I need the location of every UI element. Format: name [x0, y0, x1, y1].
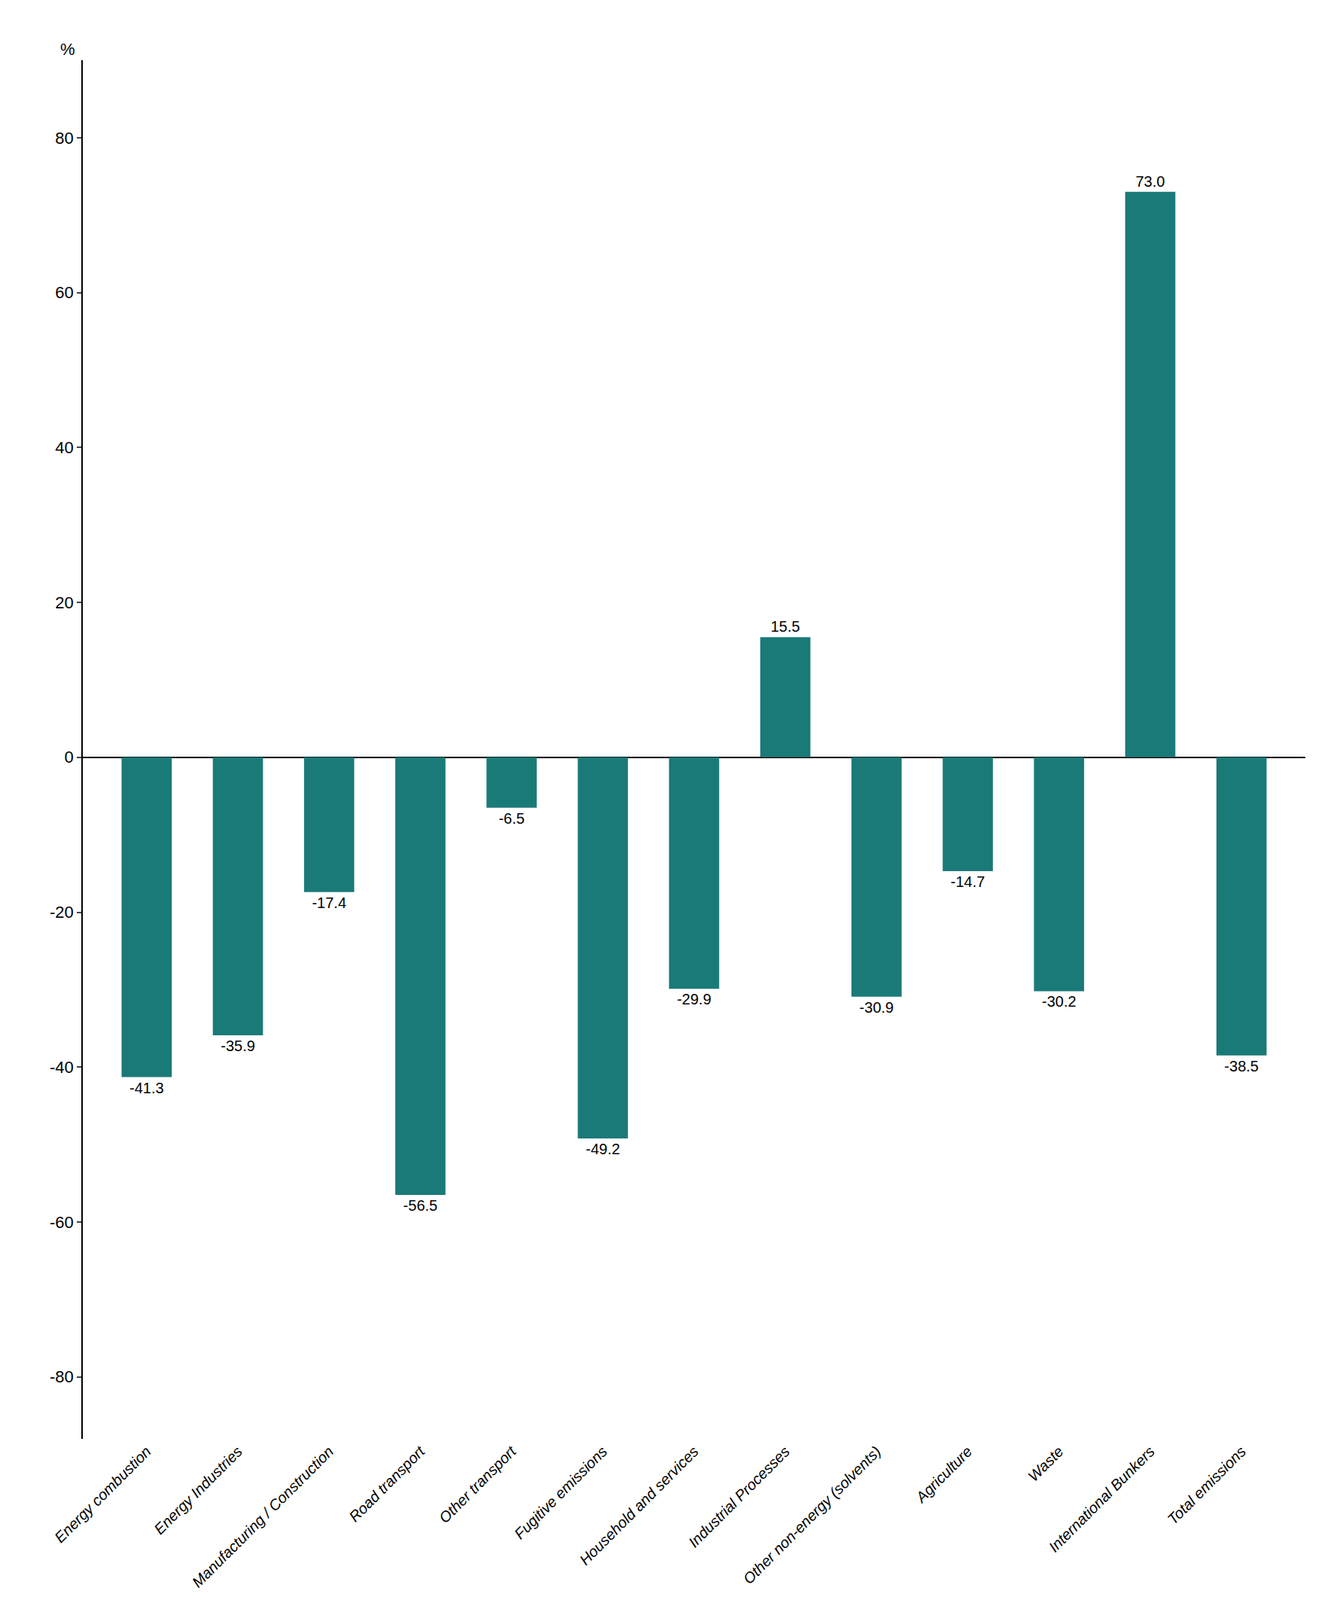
svg-text:-56.5: -56.5	[403, 1196, 439, 1214]
svg-text:%: %	[60, 39, 76, 59]
svg-text:40: 40	[54, 438, 74, 457]
svg-text:-60: -60	[49, 1212, 74, 1232]
svg-text:Industrial Processes: Industrial Processes	[685, 1442, 793, 1551]
svg-text:-35.9: -35.9	[220, 1037, 256, 1054]
svg-text:-40: -40	[49, 1057, 74, 1077]
svg-text:Energy combustion: Energy combustion	[51, 1442, 155, 1546]
svg-text:Other non-energy (solvents): Other non-energy (solvents)	[740, 1442, 885, 1587]
svg-text:-20: -20	[49, 902, 74, 922]
svg-text:-17.4: -17.4	[311, 894, 347, 911]
svg-text:20: 20	[54, 593, 74, 613]
svg-text:-49.2: -49.2	[585, 1140, 621, 1158]
svg-text:Agriculture: Agriculture	[912, 1442, 976, 1506]
svg-text:Other transport: Other transport	[435, 1441, 521, 1526]
svg-text:International Bunkers: International Bunkers	[1045, 1442, 1158, 1555]
svg-text:-30.2: -30.2	[1041, 992, 1077, 1010]
svg-text:-30.9: -30.9	[859, 998, 895, 1016]
svg-text:Total emissions: Total emissions	[1164, 1442, 1250, 1528]
svg-text:-41.3: -41.3	[129, 1079, 165, 1097]
svg-text:-80: -80	[49, 1367, 74, 1386]
svg-text:-38.5: -38.5	[1224, 1057, 1259, 1075]
svg-text:-29.9: -29.9	[676, 990, 712, 1008]
svg-text:Waste: Waste	[1024, 1442, 1066, 1484]
svg-text:-6.5: -6.5	[498, 810, 524, 827]
svg-text:Household and services: Household and services	[575, 1442, 702, 1569]
svg-text:Fugitive emissions: Fugitive emissions	[511, 1442, 611, 1542]
svg-text:-14.7: -14.7	[950, 873, 986, 890]
svg-text:Energy Industries: Energy Industries	[150, 1442, 246, 1538]
svg-text:Manufacturing / Construction: Manufacturing / Construction	[188, 1442, 337, 1590]
svg-text:60: 60	[54, 283, 74, 302]
svg-text:0: 0	[64, 747, 74, 767]
svg-text:15.5: 15.5	[770, 618, 801, 635]
svg-text:Road transport: Road transport	[345, 1441, 429, 1525]
svg-text:73.0: 73.0	[1135, 173, 1166, 190]
svg-text:80: 80	[54, 128, 74, 148]
